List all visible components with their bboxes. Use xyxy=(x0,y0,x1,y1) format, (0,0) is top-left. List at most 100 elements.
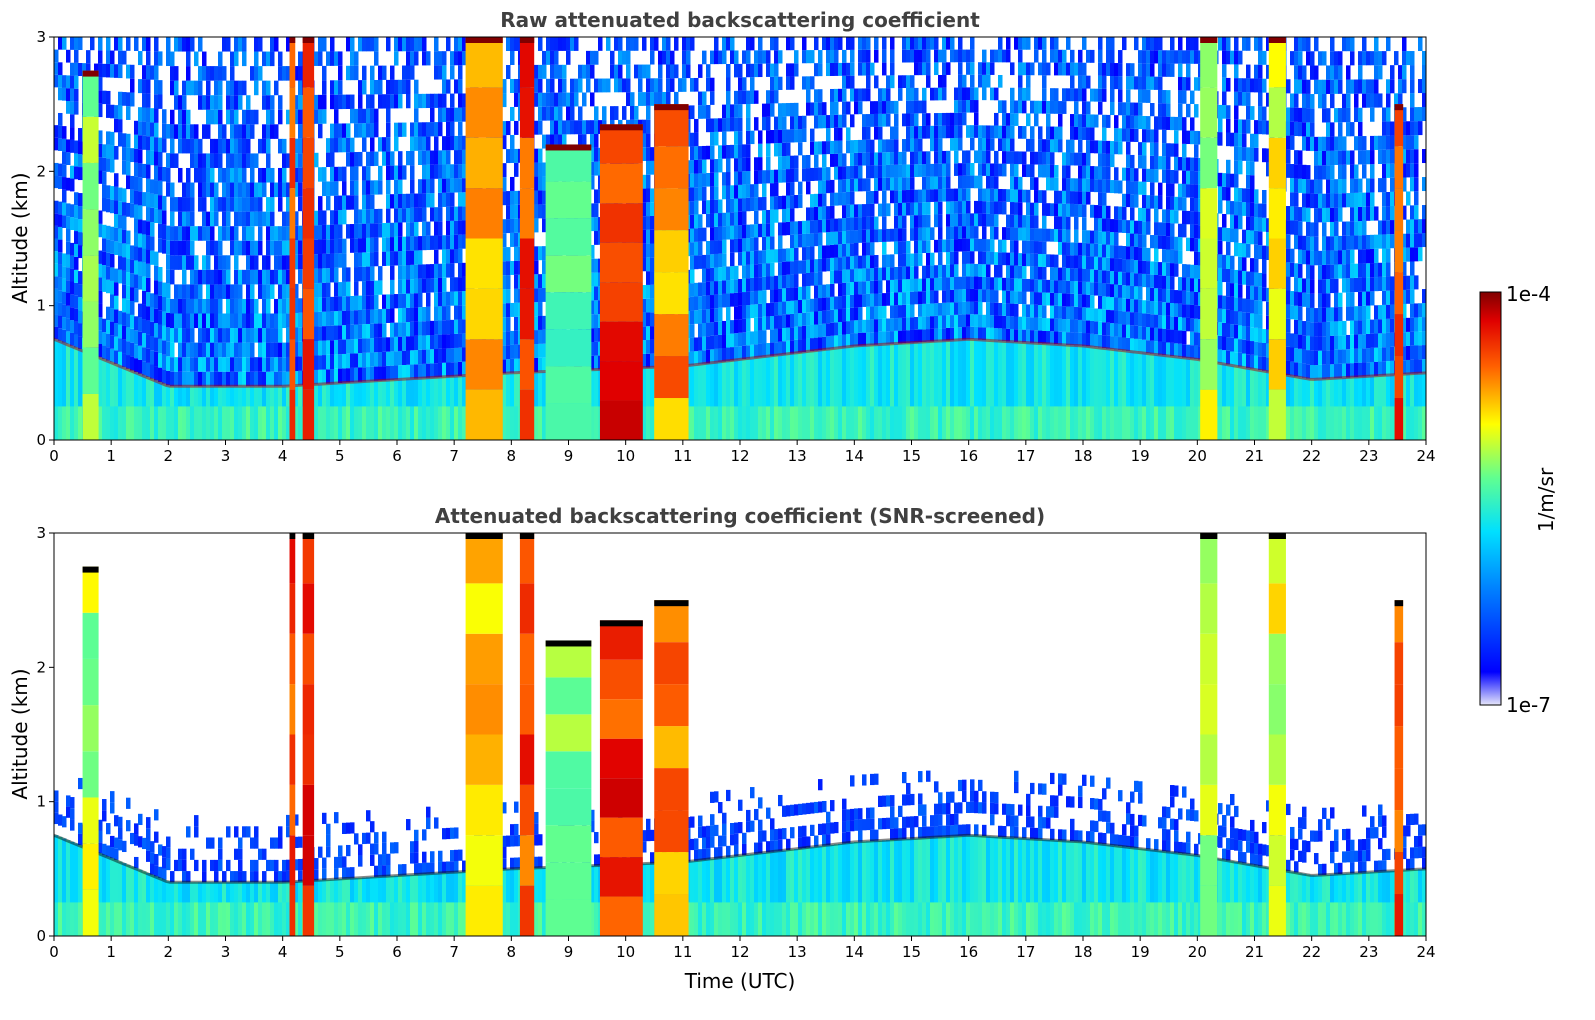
backscatter-cell xyxy=(1014,202,1019,215)
backscatter-cell xyxy=(134,37,139,51)
backscatter-cell xyxy=(426,136,431,151)
backscatter-cell xyxy=(870,255,875,269)
backscatter-cell xyxy=(822,284,827,298)
backscatter-cell xyxy=(394,351,399,366)
backscatter-cell xyxy=(818,115,823,129)
backscatter-cell xyxy=(394,194,399,209)
backscatter-cell xyxy=(766,236,771,250)
backscatter-cell xyxy=(422,164,427,180)
backscatter-cell xyxy=(326,325,331,341)
backscatter-cell xyxy=(734,63,739,78)
backscatter-cell xyxy=(838,244,843,258)
aerosol-layer-cell xyxy=(730,360,735,440)
backscatter-cell xyxy=(74,256,79,270)
backscatter-cell xyxy=(450,362,455,377)
backscatter-cell xyxy=(742,238,747,252)
backscatter-cell xyxy=(854,320,859,334)
backscatter-cell xyxy=(286,313,291,328)
backscatter-cell xyxy=(790,327,795,341)
backscatter-cell xyxy=(562,78,567,93)
backscatter-cell xyxy=(998,328,1003,341)
aerosol-layer-cell xyxy=(834,348,839,440)
backscatter-cell xyxy=(262,371,267,387)
surface-layer-cell xyxy=(438,406,443,440)
backscatter-cell xyxy=(774,289,779,303)
backscatter-cell xyxy=(838,334,843,348)
backscatter-cell xyxy=(298,66,303,81)
backscatter-cell xyxy=(874,165,879,179)
backscatter-cell xyxy=(534,92,539,107)
backscatter-cell xyxy=(158,338,163,354)
backscatter-cell xyxy=(830,322,835,336)
backscatter-cell xyxy=(226,153,231,168)
backscatter-cell xyxy=(214,66,219,81)
backscatter-cell xyxy=(926,227,931,241)
backscatter-cell xyxy=(450,164,455,179)
backscatter-cell xyxy=(110,50,115,65)
backscatter-cell xyxy=(534,246,539,261)
backscatter-cell xyxy=(438,221,443,236)
backscatter-cell xyxy=(858,101,863,115)
backscatter-cell xyxy=(790,287,795,301)
surface-layer-cell xyxy=(126,406,131,440)
surface-layer-cell xyxy=(750,406,755,440)
backscatter-cell xyxy=(282,342,287,358)
backscatter-cell xyxy=(142,220,147,235)
backscatter-cell xyxy=(830,296,835,310)
surface-layer-cell xyxy=(178,406,183,440)
backscatter-cell xyxy=(966,263,971,277)
backscatter-cell xyxy=(954,239,959,252)
backscatter-cell xyxy=(242,328,247,343)
backscatter-cell xyxy=(102,251,107,266)
backscatter-cell xyxy=(162,109,167,124)
backscatter-cell xyxy=(186,211,191,227)
backscatter-cell xyxy=(742,171,747,185)
backscatter-cell xyxy=(510,358,515,373)
backscatter-cell xyxy=(250,124,255,139)
backscatter-cell xyxy=(774,76,779,91)
backscatter-cell xyxy=(450,206,455,221)
backscatter-cell xyxy=(926,62,931,76)
backscatter-cell xyxy=(534,204,539,219)
backscatter-cell xyxy=(454,291,459,306)
backscatter-cell xyxy=(810,233,815,247)
backscatter-cell xyxy=(790,340,795,354)
backscatter-cell xyxy=(950,188,955,202)
backscatter-cell xyxy=(334,224,339,239)
backscatter-cell xyxy=(370,266,375,281)
backscatter-cell xyxy=(978,163,983,176)
backscatter-cell xyxy=(250,328,255,343)
backscatter-cell xyxy=(410,293,415,308)
backscatter-cell xyxy=(126,244,131,259)
backscatter-cell xyxy=(398,208,403,223)
backscatter-cell xyxy=(398,79,403,95)
backscatter-cell xyxy=(330,354,335,370)
backscatter-cell xyxy=(638,92,643,106)
backscatter-cell xyxy=(878,306,883,319)
backscatter-cell xyxy=(710,322,715,336)
backscatter-cell xyxy=(862,178,867,192)
surface-layer-cell xyxy=(690,406,695,440)
backscatter-cell xyxy=(218,298,223,314)
backscatter-cell xyxy=(814,89,819,103)
backscatter-cell xyxy=(190,124,195,139)
backscatter-cell xyxy=(934,37,939,50)
backscatter-cell xyxy=(198,328,203,343)
backscatter-cell xyxy=(646,92,651,106)
backscatter-cell xyxy=(810,102,815,116)
backscatter-cell xyxy=(818,219,823,233)
backscatter-cell xyxy=(462,135,467,150)
backscatter-cell xyxy=(454,305,459,320)
backscatter-cell xyxy=(334,296,339,312)
backscatter-cell xyxy=(154,79,159,95)
backscatter-cell xyxy=(634,37,639,51)
backscatter-cell xyxy=(846,256,851,270)
backscatter-cell xyxy=(162,296,167,312)
backscatter-cell xyxy=(210,138,215,154)
backscatter-cell xyxy=(854,152,859,166)
backscatter-cell xyxy=(462,192,467,207)
backscatter-cell xyxy=(78,271,83,285)
backscatter-cell xyxy=(226,284,231,299)
backscatter-cell xyxy=(750,237,755,252)
backscatter-cell xyxy=(926,278,931,291)
